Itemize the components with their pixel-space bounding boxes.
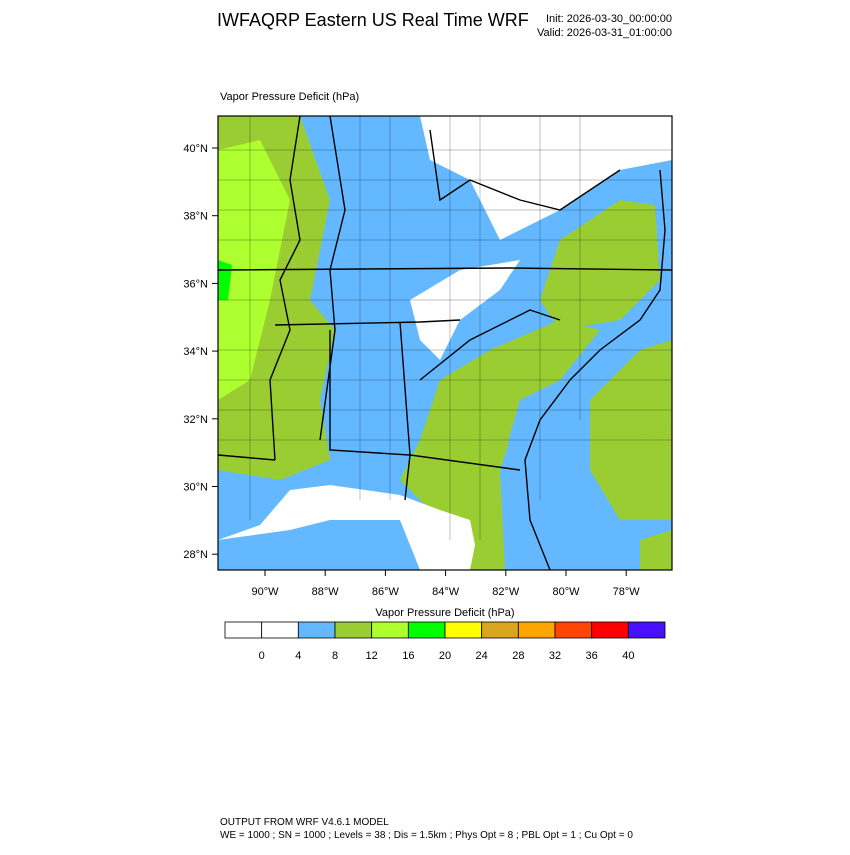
region	[420, 116, 672, 240]
coastline	[524, 169, 666, 570]
colorbar-label: 12	[366, 650, 378, 662]
lat-label: 28°N	[183, 549, 208, 561]
colorbar-box	[297, 621, 336, 639]
lon-label: 78°W	[613, 586, 641, 598]
title: IWFAQRP Eastern US Real Time WRF	[217, 10, 529, 30]
colorbar-label: 36	[586, 650, 598, 662]
colorbar-box	[481, 621, 519, 639]
colorbar-box	[224, 621, 263, 639]
colorbar-label: 16	[402, 650, 414, 662]
colorbar-label: 28	[512, 650, 524, 662]
lat-label: 38°N	[183, 211, 208, 223]
colorbar-box	[261, 621, 299, 639]
lon-label: 80°W	[552, 586, 580, 598]
region	[540, 200, 660, 330]
colorbar-label: 0	[259, 650, 265, 662]
map	[218, 116, 672, 570]
region	[218, 520, 420, 570]
colorbar-label: 4	[295, 650, 301, 662]
county-lines	[218, 116, 672, 540]
colorbar-box	[517, 621, 556, 639]
lon-label: 88°W	[312, 586, 340, 598]
colorbar-label: 40	[622, 650, 634, 662]
colorbar-label: 8	[332, 650, 338, 662]
colorbar-box	[407, 621, 446, 639]
colorbar-box	[627, 621, 666, 639]
footer-line2: WE = 1000 ; SN = 1000 ; Levels = 38 ; Di…	[220, 830, 633, 841]
colorbar-box	[334, 621, 373, 639]
lon-label: 90°W	[251, 586, 279, 598]
lon-label: 84°W	[432, 586, 460, 598]
colorbar-label: 20	[439, 650, 451, 662]
lat-label: 32°N	[183, 414, 208, 426]
lon-label: 86°W	[372, 586, 400, 598]
colorbar-title: Vapor Pressure Deficit (hPa)	[375, 607, 514, 619]
lon-label: 82°W	[492, 586, 520, 598]
map-frame	[217, 115, 673, 571]
init-time: Init: 2026-03-30_00:00:00	[546, 13, 672, 25]
colorbar-label: 24	[476, 650, 488, 662]
map-title: Vapor Pressure Deficit (hPa)	[220, 91, 359, 103]
colorbar-box	[371, 621, 409, 639]
lat-label: 30°N	[183, 482, 208, 494]
region	[410, 260, 520, 360]
lat-label: 34°N	[183, 346, 208, 358]
lat-label: 40°N	[183, 143, 208, 155]
region	[590, 340, 672, 520]
lat-label: 36°N	[183, 278, 208, 290]
footer-line1: OUTPUT FROM WRF V4.6.1 MODEL	[220, 817, 389, 828]
colorbar-box	[444, 621, 483, 639]
region	[640, 430, 672, 570]
colorbar-box	[591, 621, 629, 639]
colorbar-label: 32	[549, 650, 561, 662]
colorbar-box	[554, 621, 593, 639]
valid-time: Valid: 2026-03-31_01:00:00	[537, 27, 672, 39]
state-boundaries	[218, 116, 672, 501]
